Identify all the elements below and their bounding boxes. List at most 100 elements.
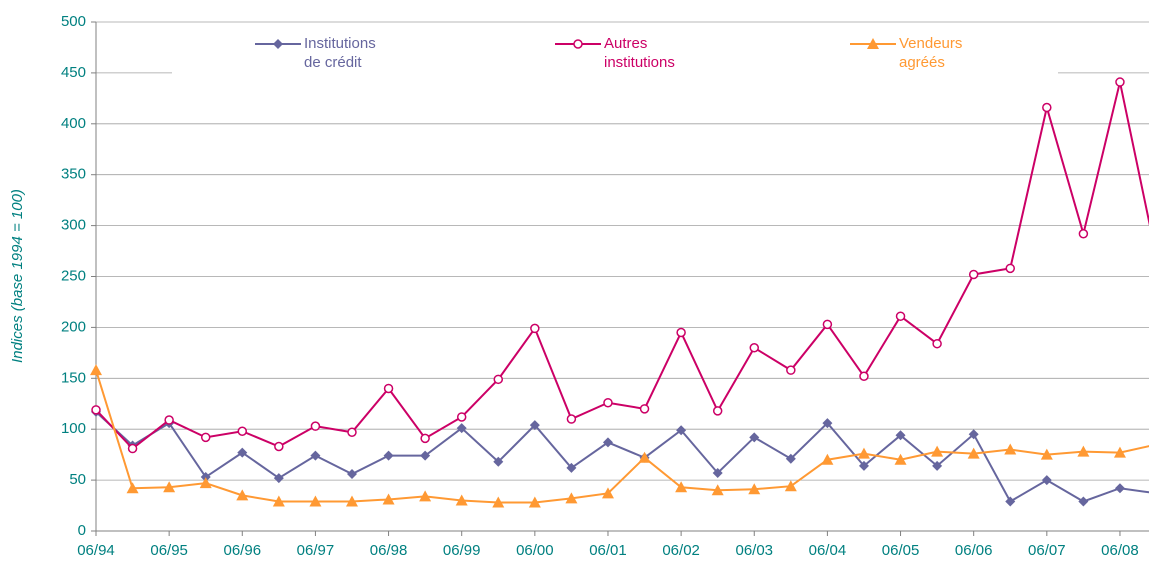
marker	[346, 468, 357, 479]
marker	[1040, 448, 1053, 460]
marker	[895, 430, 906, 441]
marker	[1078, 496, 1089, 507]
legend-label: Institutions de crédit	[304, 35, 376, 71]
x-tick-label: 06/94	[77, 542, 115, 559]
marker	[382, 493, 395, 505]
marker	[528, 496, 541, 508]
marker	[455, 494, 468, 506]
marker	[1113, 446, 1126, 458]
marker	[200, 472, 211, 483]
legend-label: Vendeurs agréés	[899, 35, 963, 71]
x-tick-label: 06/98	[370, 542, 408, 559]
marker	[309, 495, 322, 507]
x-tick-label: 06/03	[735, 542, 773, 559]
marker	[383, 383, 394, 394]
marker	[310, 421, 321, 431]
marker	[419, 490, 432, 502]
marker	[676, 425, 687, 436]
marker	[127, 443, 138, 454]
marker	[895, 311, 906, 321]
marker	[676, 327, 686, 338]
marker	[968, 429, 979, 440]
y-tick-label: 100	[61, 420, 86, 437]
marker	[383, 450, 394, 461]
marker	[456, 412, 467, 422]
x-tick-label: 06/01	[589, 542, 627, 559]
y-tick-label: 300	[61, 217, 86, 234]
marker	[310, 450, 321, 461]
marker	[603, 397, 613, 408]
marker	[1115, 77, 1125, 87]
marker	[967, 447, 980, 459]
x-tick-label: 06/04	[809, 542, 847, 559]
x-tick-label: 06/00	[516, 542, 554, 559]
marker	[493, 456, 504, 467]
marker	[894, 453, 907, 465]
marker	[274, 441, 284, 452]
marker	[529, 420, 540, 431]
marker	[573, 39, 583, 49]
x-tick-label: 06/96	[224, 542, 262, 559]
marker	[638, 451, 651, 463]
y-tick-label: 0	[78, 522, 86, 539]
marker	[493, 374, 504, 385]
marker	[867, 38, 879, 49]
marker	[932, 338, 942, 349]
y-tick-label: 250	[61, 267, 86, 284]
marker	[785, 453, 796, 464]
marker	[859, 371, 869, 382]
marker	[749, 343, 760, 353]
marker	[91, 405, 101, 415]
marker	[163, 481, 176, 493]
y-tick-label: 350	[61, 166, 86, 183]
marker	[420, 450, 431, 461]
x-tick-label: 06/07	[1028, 542, 1066, 559]
marker	[822, 319, 833, 330]
legend-label: Autres institutions	[604, 35, 675, 71]
marker	[566, 414, 577, 424]
x-tick-label: 06/08	[1101, 542, 1139, 559]
marker	[601, 487, 614, 499]
x-tick-label: 06/05	[882, 542, 920, 559]
marker	[565, 492, 578, 504]
marker	[200, 432, 211, 443]
y-tick-label: 500	[61, 13, 86, 30]
marker	[712, 406, 723, 416]
marker	[347, 427, 357, 438]
marker	[932, 460, 943, 471]
marker	[199, 477, 212, 489]
marker	[272, 495, 285, 507]
marker	[456, 423, 467, 434]
marker	[492, 496, 505, 508]
marker	[712, 467, 723, 478]
marker	[931, 445, 944, 457]
y-tick-label: 450	[61, 64, 86, 81]
series-line	[95, 411, 1149, 503]
marker	[749, 432, 760, 443]
marker	[236, 489, 249, 501]
marker	[126, 482, 139, 494]
x-tick-label: 06/06	[955, 542, 993, 559]
marker	[164, 415, 174, 425]
marker	[748, 483, 761, 495]
marker	[711, 484, 724, 496]
legend-box	[172, 30, 1058, 86]
y-axis-title: Indices (base 1994 = 100)	[9, 189, 26, 363]
marker	[420, 433, 430, 444]
marker	[273, 39, 283, 49]
marker	[1005, 263, 1015, 274]
marker	[530, 323, 540, 334]
y-tick-label: 150	[61, 369, 86, 386]
marker	[602, 437, 613, 448]
y-tick-label: 50	[69, 471, 86, 488]
marker	[1078, 228, 1089, 239]
marker	[237, 447, 248, 458]
y-tick-label: 400	[61, 115, 86, 132]
marker	[566, 462, 577, 473]
marker	[1077, 445, 1090, 457]
marker	[822, 418, 833, 429]
marker	[237, 426, 248, 436]
marker	[639, 404, 650, 414]
